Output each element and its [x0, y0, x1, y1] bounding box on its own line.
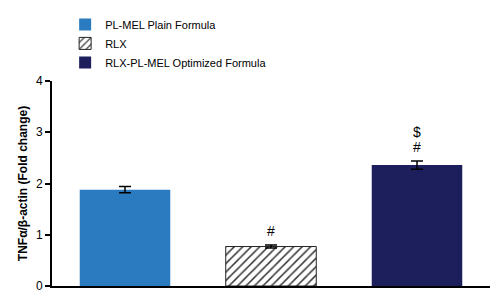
svg-text:3: 3	[36, 125, 43, 139]
svg-text:#: #	[413, 139, 421, 155]
svg-text:#: #	[267, 223, 275, 239]
svg-text:2: 2	[36, 177, 43, 191]
svg-text:RLX: RLX	[105, 38, 127, 50]
svg-text:1: 1	[36, 228, 43, 242]
svg-text:$: $	[413, 124, 421, 140]
svg-text:PL-MEL Plain Formula: PL-MEL Plain Formula	[105, 19, 216, 31]
svg-text:4: 4	[36, 74, 43, 88]
svg-text:TNFα/β-actin (Fold change): TNFα/β-actin (Fold change)	[16, 106, 30, 261]
svg-text:RLX-PL-MEL Optimized Formula: RLX-PL-MEL Optimized Formula	[105, 57, 266, 69]
svg-text:0: 0	[36, 279, 43, 293]
